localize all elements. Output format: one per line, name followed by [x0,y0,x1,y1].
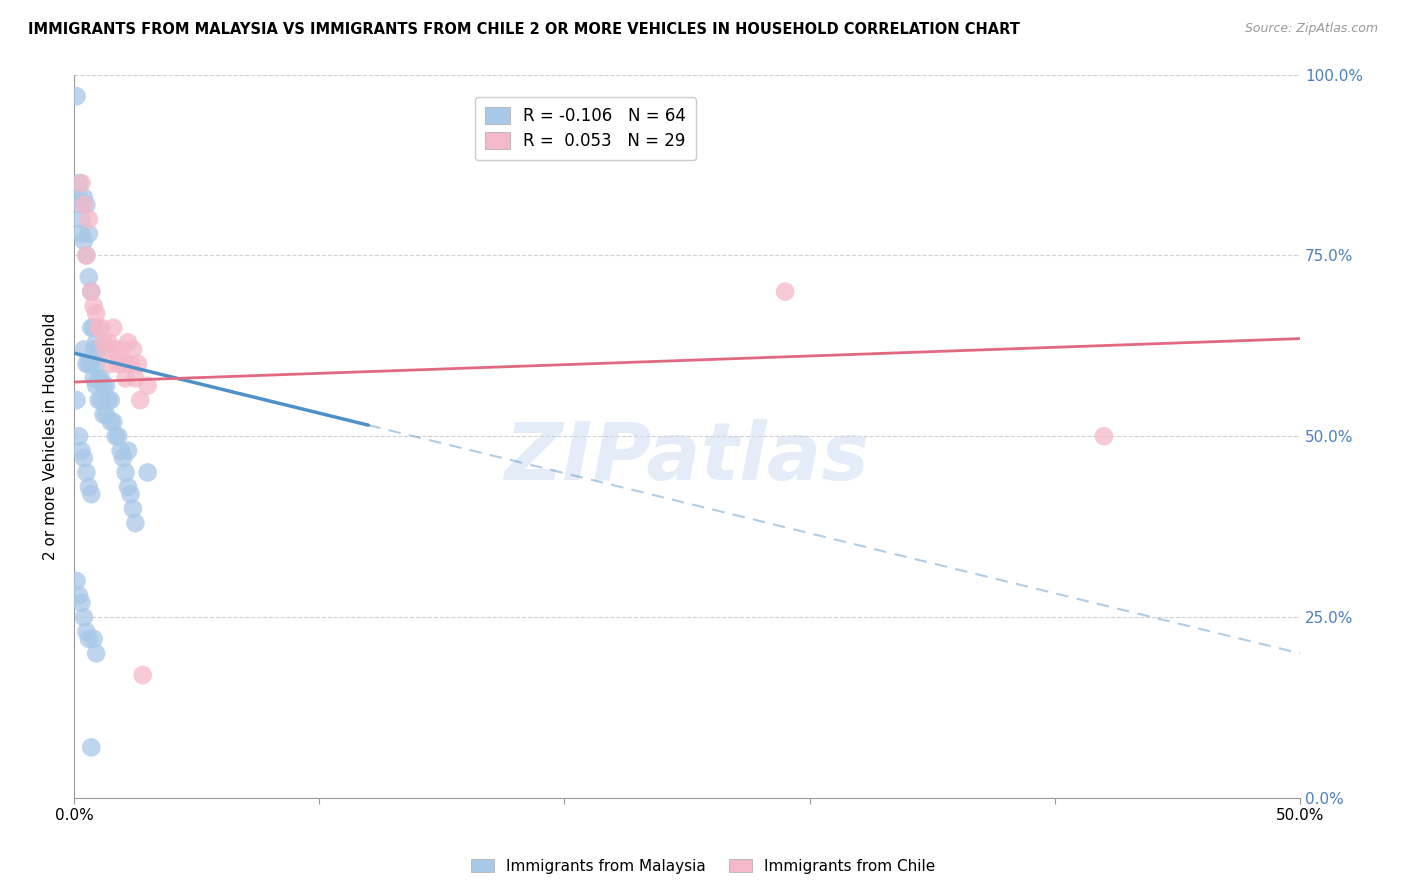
Point [1092,429,1115,443]
Point [80,740,103,755]
Text: Source: ZipAtlas.com: Source: ZipAtlas.com [1244,22,1378,36]
Point [100,393,122,408]
Point [136,378,159,392]
Point [80,320,103,334]
Point [93,378,115,392]
Point [124,371,146,385]
Point [65,574,87,588]
Point [114,371,136,385]
Point [77,357,100,371]
Point [87,393,110,408]
Point [75,248,97,262]
Point [117,443,139,458]
Point [84,306,107,320]
Point [73,610,96,624]
Point [90,393,112,408]
Point [65,393,87,408]
Point [127,357,149,371]
Point [75,466,97,480]
Point [73,450,96,465]
Point [122,501,145,516]
Point [67,429,90,443]
Point [77,480,100,494]
Point [94,378,117,392]
Point [75,624,97,639]
Point [110,343,132,357]
Point [103,320,125,334]
Point [80,285,103,299]
Point [83,371,105,385]
Point [83,320,105,334]
Point [70,443,93,458]
Point [77,632,100,646]
Point [97,393,120,408]
Point [97,335,120,350]
Point [73,190,96,204]
Point [107,429,129,443]
Point [136,466,159,480]
Point [93,408,115,422]
Point [103,415,125,429]
Legend: Immigrants from Malaysia, Immigrants from Chile: Immigrants from Malaysia, Immigrants fro… [465,853,941,880]
Point [80,357,103,371]
Point [80,487,103,501]
Point [114,466,136,480]
Text: ZIPatlas: ZIPatlas [505,419,869,497]
Point [120,357,142,371]
Point [70,198,93,212]
Point [87,320,110,334]
Point [120,487,142,501]
Point [65,89,87,103]
Point [77,270,100,285]
Point [117,480,139,494]
Point [84,335,107,350]
Point [75,357,97,371]
Point [110,443,132,458]
Point [67,190,90,204]
Point [94,343,117,357]
Point [129,393,152,408]
Point [84,378,107,392]
Point [67,176,90,190]
Text: IMMIGRANTS FROM MALAYSIA VS IMMIGRANTS FROM CHILE 2 OR MORE VEHICLES IN HOUSEHOL: IMMIGRANTS FROM MALAYSIA VS IMMIGRANTS F… [28,22,1019,37]
Point [75,248,97,262]
Point [122,343,145,357]
Point [94,408,117,422]
Point [90,320,112,334]
Point [83,632,105,646]
Legend: R = -0.106   N = 64, R =  0.053   N = 29: R = -0.106 N = 64, R = 0.053 N = 29 [475,97,696,161]
Point [70,596,93,610]
Point [73,234,96,248]
Point [93,335,115,350]
Point [90,371,112,385]
Point [83,299,105,313]
Y-axis label: 2 or more Vehicles in Household: 2 or more Vehicles in Household [44,313,58,560]
Point [70,176,93,190]
Point [75,198,97,212]
Point [73,198,96,212]
Point [107,357,129,371]
Point [73,343,96,357]
Point [100,357,122,371]
Point [87,343,110,357]
Point [104,343,127,357]
Point [84,646,107,660]
Point [67,589,90,603]
Point [83,343,105,357]
Point [104,429,127,443]
Point [80,285,103,299]
Point [773,285,796,299]
Point [77,212,100,227]
Point [70,227,93,241]
Point [77,227,100,241]
Point [84,357,107,371]
Point [112,450,135,465]
Point [132,668,155,682]
Point [124,516,146,530]
Point [87,371,110,385]
Point [117,335,139,350]
Point [112,357,135,371]
Point [100,415,122,429]
Point [70,212,93,227]
